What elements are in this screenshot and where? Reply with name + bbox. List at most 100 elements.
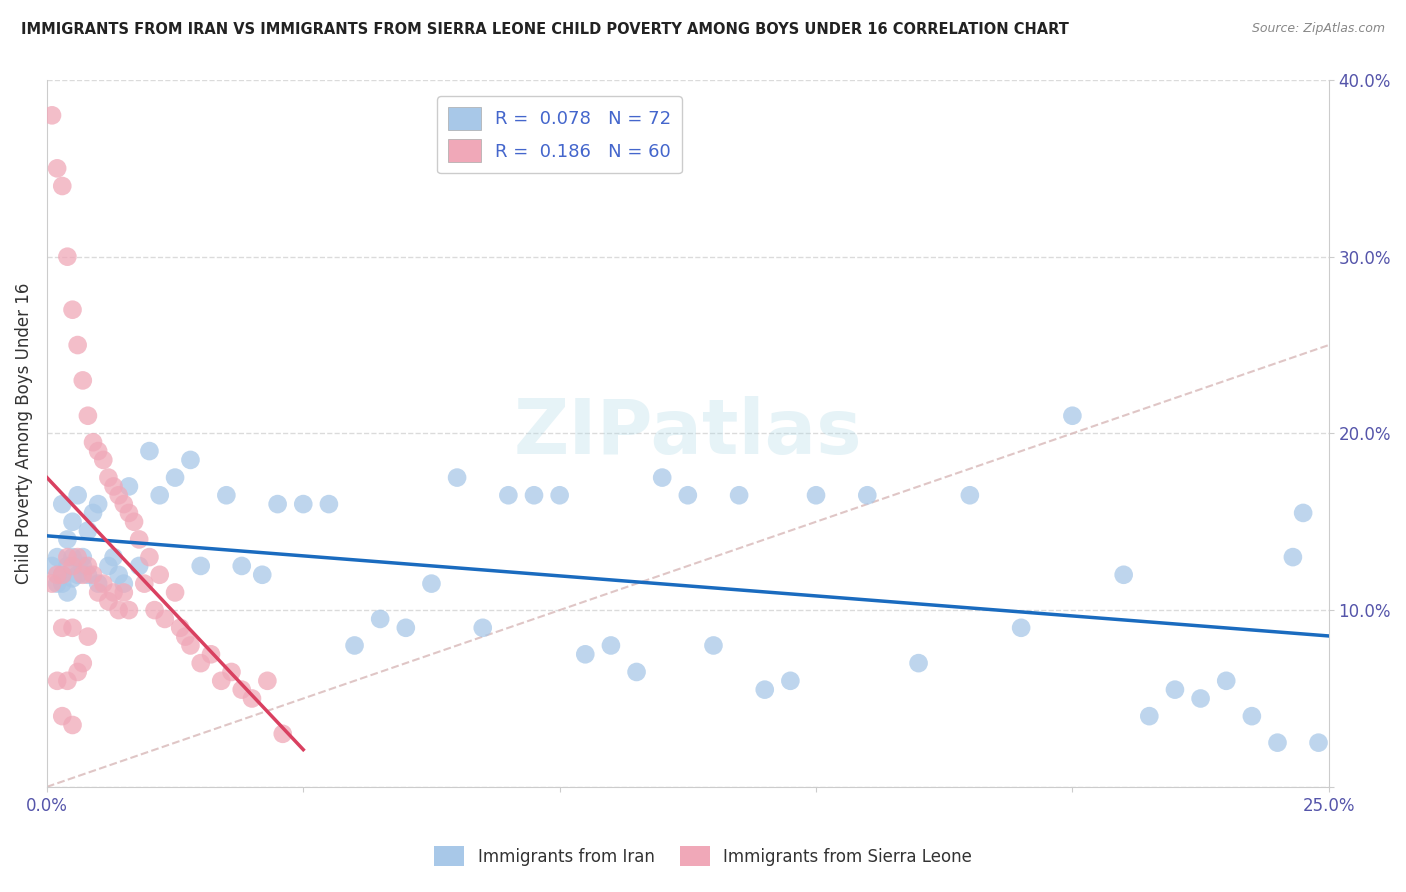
Point [1010,621,1032,635]
Point [256,673,278,688]
Point [179,639,201,653]
Point [91,576,114,591]
Point [1240,709,1263,723]
Point [51,709,73,723]
Point [66,550,89,565]
Point [87,585,110,599]
Point [56,533,79,547]
Point [97,594,120,608]
Point [221,665,243,679]
Point [46,161,69,176]
Point [446,470,468,484]
Point [779,673,801,688]
Point [118,506,141,520]
Point [165,585,187,599]
Point [676,488,699,502]
Point [97,558,120,573]
Text: IMMIGRANTS FROM IRAN VS IMMIGRANTS FROM SIERRA LEONE CHILD POVERTY AMONG BOYS UN: IMMIGRANTS FROM IRAN VS IMMIGRANTS FROM … [21,22,1069,37]
Point [62,571,84,585]
Point [41,558,63,573]
Point [118,603,141,617]
Point [77,567,100,582]
Point [1164,682,1187,697]
Point [41,108,63,122]
Point [153,612,176,626]
Point [82,435,104,450]
Point [41,576,63,591]
Point [77,558,100,573]
Point [103,585,125,599]
Point [138,550,160,565]
Point [574,648,596,662]
Point [118,479,141,493]
Point [231,682,253,697]
Point [651,470,673,484]
Point [856,488,879,502]
Point [134,576,156,591]
Text: ZIPatlas: ZIPatlas [513,396,862,470]
Point [112,576,135,591]
Point [46,673,69,688]
Point [62,515,84,529]
Point [66,567,89,582]
Point [56,585,79,599]
Point [292,497,315,511]
Legend: R =  0.078   N = 72, R =  0.186   N = 60: R = 0.078 N = 72, R = 0.186 N = 60 [437,96,682,173]
Point [271,727,294,741]
Point [128,533,150,547]
Point [804,488,827,502]
Point [62,550,84,565]
Point [252,567,274,582]
Point [728,488,751,502]
Point [959,488,981,502]
Point [702,639,724,653]
Point [368,612,391,626]
Point [66,665,89,679]
Point [1267,736,1289,750]
Point [46,567,69,582]
Point [548,488,571,502]
Point [523,488,546,502]
Point [215,488,238,502]
Point [56,250,79,264]
Point [107,567,129,582]
Point [240,691,263,706]
Point [754,682,776,697]
Point [122,515,145,529]
Point [343,639,366,653]
Point [72,550,94,565]
Point [1282,550,1305,565]
Point [82,506,104,520]
Point [77,630,100,644]
Point [1062,409,1084,423]
Point [190,558,212,573]
Point [107,603,129,617]
Y-axis label: Child Poverty Among Boys Under 16: Child Poverty Among Boys Under 16 [15,283,32,584]
Text: Source: ZipAtlas.com: Source: ZipAtlas.com [1251,22,1385,36]
Point [471,621,494,635]
Point [56,673,79,688]
Point [56,550,79,565]
Point [907,656,929,670]
Point [66,338,89,352]
Point [149,488,172,502]
Legend: Immigrants from Iran, Immigrants from Sierra Leone: Immigrants from Iran, Immigrants from Si… [427,839,979,873]
Point [112,585,135,599]
Point [51,567,73,582]
Point [190,656,212,670]
Point [1215,673,1237,688]
Point [51,576,73,591]
Point [138,444,160,458]
Point [266,497,288,511]
Point [1137,709,1160,723]
Point [72,558,94,573]
Point [200,648,222,662]
Point [103,550,125,565]
Point [128,558,150,573]
Point [112,497,135,511]
Point [179,453,201,467]
Point [87,444,110,458]
Point [174,630,197,644]
Point [209,673,232,688]
Point [318,497,340,511]
